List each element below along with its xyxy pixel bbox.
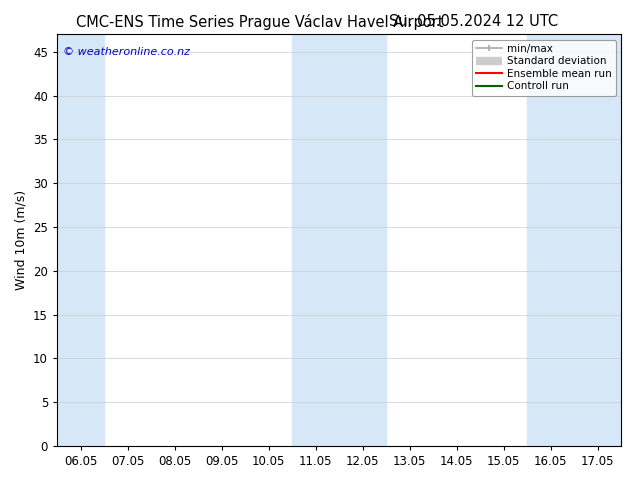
Text: CMC-ENS Time Series Prague Václav Havel Airport: CMC-ENS Time Series Prague Václav Havel … <box>76 14 444 30</box>
Text: © weatheronline.co.nz: © weatheronline.co.nz <box>63 47 190 57</box>
Legend: min/max, Standard deviation, Ensemble mean run, Controll run: min/max, Standard deviation, Ensemble me… <box>472 40 616 96</box>
Bar <box>292 34 386 446</box>
Text: Su. 05.05.2024 12 UTC: Su. 05.05.2024 12 UTC <box>389 14 558 29</box>
Bar <box>57 34 104 446</box>
Y-axis label: Wind 10m (m/s): Wind 10m (m/s) <box>15 190 28 290</box>
Bar <box>527 34 621 446</box>
